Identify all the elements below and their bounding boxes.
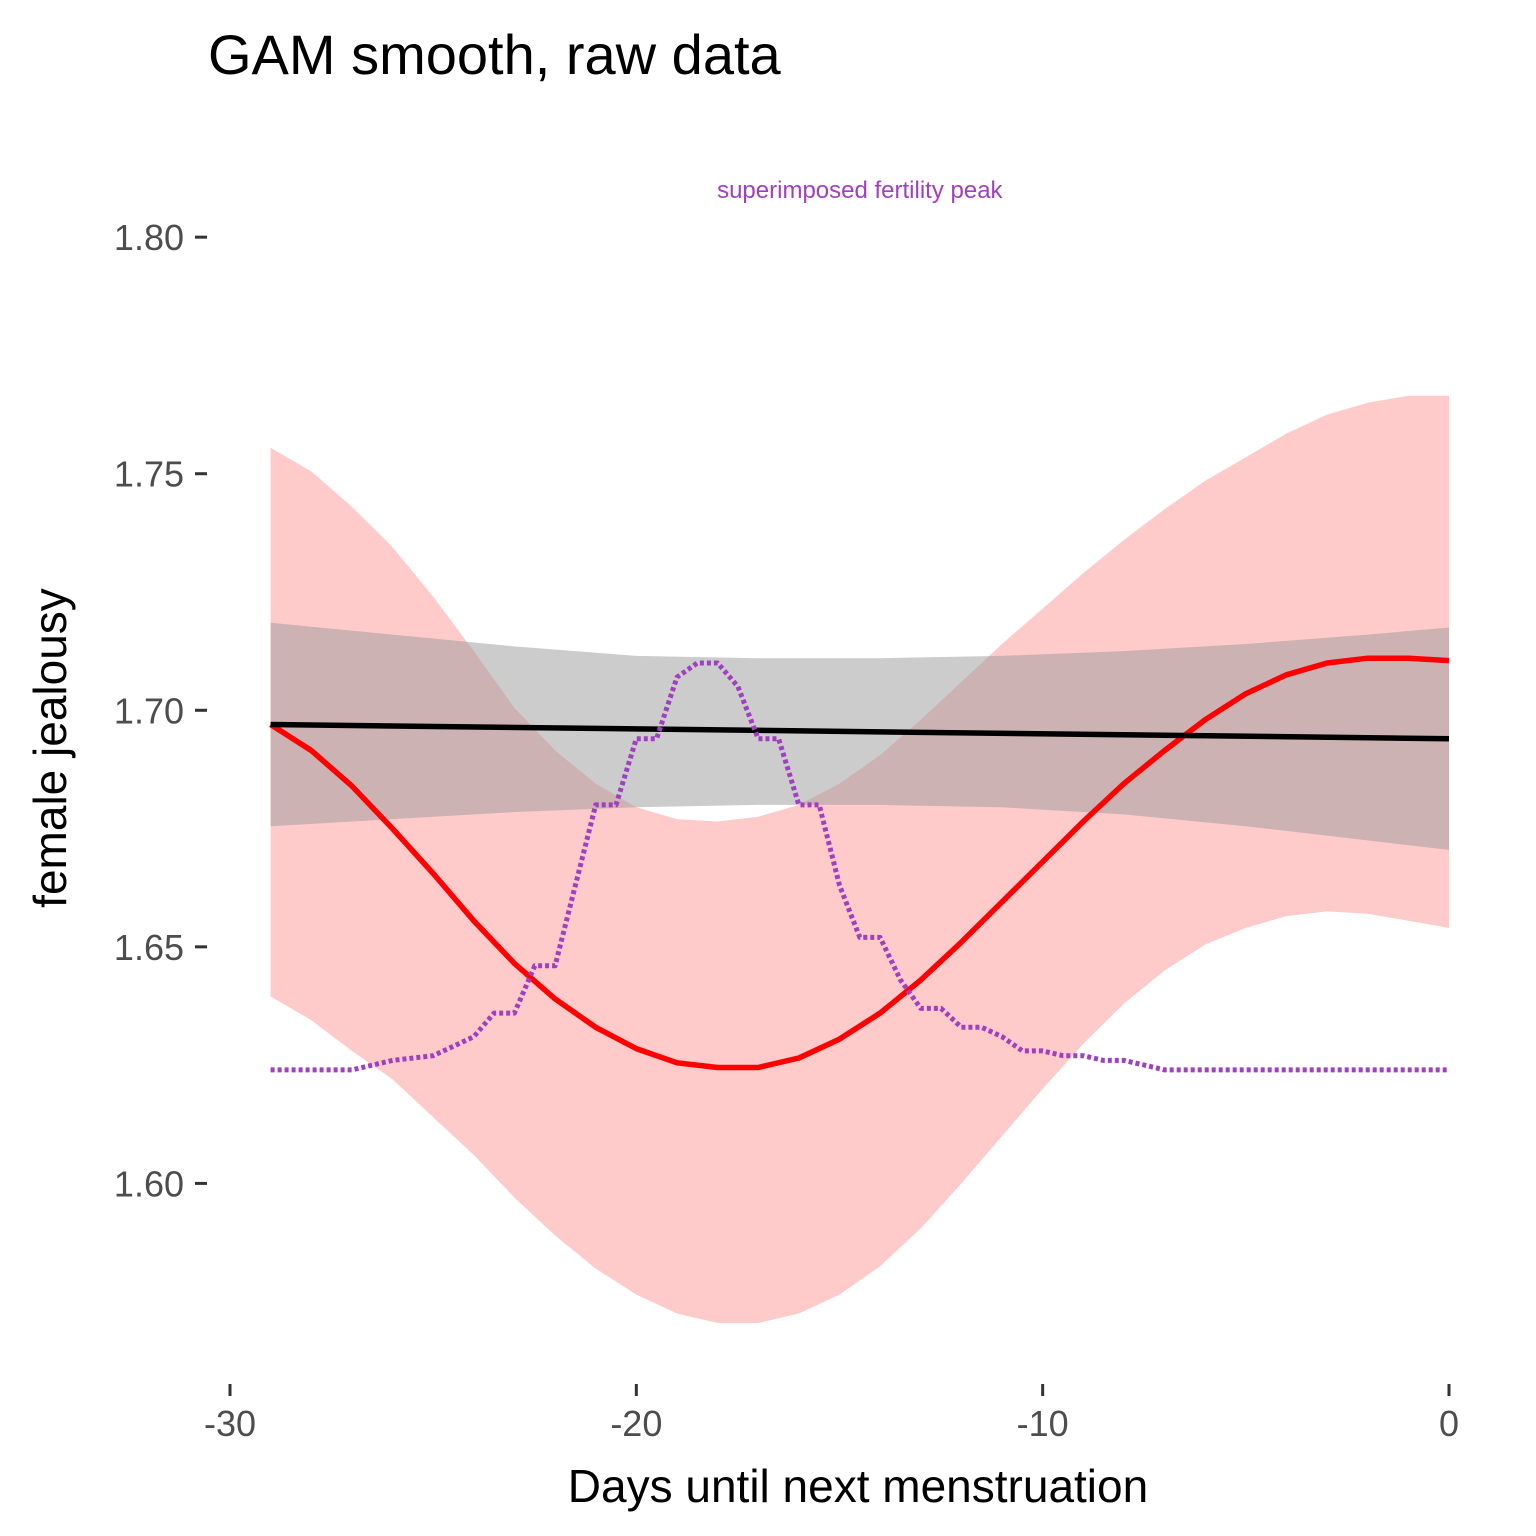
confidence-band-1 bbox=[270, 622, 1450, 850]
x-tick-label: -10 bbox=[1017, 1403, 1069, 1444]
fertility-peak-line-4 bbox=[270, 660, 1449, 1073]
chart-title: GAM smooth, raw data bbox=[208, 23, 782, 86]
x-axis-label: Days until next menstruation bbox=[568, 1460, 1148, 1512]
confidence-band-0 bbox=[270, 395, 1450, 1323]
x-tick-label: 0 bbox=[1439, 1403, 1459, 1444]
series-line-2 bbox=[269, 655, 1450, 1071]
y-tick-label: 1.60 bbox=[114, 1163, 184, 1204]
y-tick-label: 1.80 bbox=[114, 217, 184, 258]
annotation-fertility-peak: superimposed fertility peak bbox=[717, 177, 1003, 204]
x-axis: -30 -20 -10 0 bbox=[204, 1384, 1459, 1444]
series-layer bbox=[269, 395, 1450, 1323]
y-axis-label: female jealousy bbox=[24, 588, 76, 908]
series-line-3 bbox=[270, 721, 1450, 742]
y-tick-label: 1.75 bbox=[114, 454, 184, 495]
y-tick-label: 1.65 bbox=[114, 927, 184, 968]
y-tick-label: 1.70 bbox=[114, 690, 184, 731]
x-tick-label: -30 bbox=[204, 1403, 256, 1444]
x-tick-label: -20 bbox=[610, 1403, 662, 1444]
y-axis: 1.60 1.65 1.70 1.75 1.80 bbox=[114, 217, 207, 1204]
